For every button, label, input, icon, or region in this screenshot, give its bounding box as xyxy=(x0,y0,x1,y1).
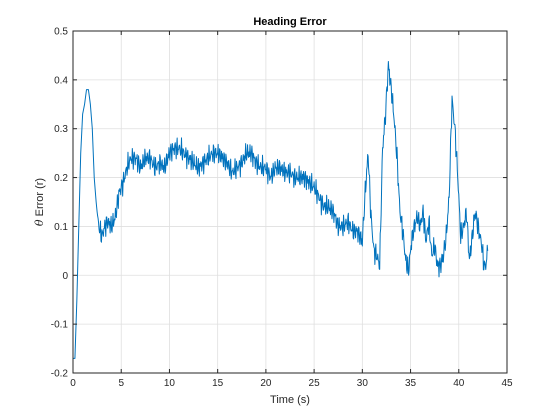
y-tick-label: 0.5 xyxy=(54,27,68,38)
heading-error-series-line xyxy=(72,60,489,359)
tick-marks xyxy=(72,30,508,374)
y-tick-label: 0.1 xyxy=(54,222,68,233)
y-tick-label: -0.1 xyxy=(51,320,69,331)
grid-lines xyxy=(73,31,507,373)
plot-area xyxy=(73,31,507,373)
x-tick-label: 15 xyxy=(212,378,224,389)
chart-title: Heading Error xyxy=(253,16,327,28)
y-tick-label: 0.2 xyxy=(54,173,68,184)
x-tick-label: 5 xyxy=(118,378,124,389)
y-tick-label: -0.2 xyxy=(51,369,69,380)
y-axis-title-text: Error (r) xyxy=(34,178,46,220)
series-layer xyxy=(72,60,489,359)
y-axis-title: θ Error (r) xyxy=(33,178,46,226)
x-tick-labels: 0 5 10 15 20 25 30 35 40 45 xyxy=(70,378,513,389)
y-tick-label: 0.4 xyxy=(54,75,68,86)
y-axis-title-symbol: θ xyxy=(33,219,46,226)
y-tick-labels: -0.2 -0.1 0 0.1 0.2 0.3 0.4 0.5 xyxy=(51,27,69,380)
x-tick-label: 35 xyxy=(405,378,417,389)
x-tick-label: 10 xyxy=(164,378,176,389)
y-tick-label: 0 xyxy=(62,271,68,282)
y-tick-label: 0.3 xyxy=(54,124,68,135)
x-tick-label: 0 xyxy=(70,378,76,389)
plot-frame xyxy=(72,30,508,374)
x-tick-label: 20 xyxy=(260,378,272,389)
x-axis-title: Time (s) xyxy=(270,394,310,406)
x-tick-label: 40 xyxy=(453,378,465,389)
x-tick-label: 45 xyxy=(501,378,513,389)
x-tick-label: 25 xyxy=(309,378,321,389)
x-tick-label: 30 xyxy=(357,378,369,389)
